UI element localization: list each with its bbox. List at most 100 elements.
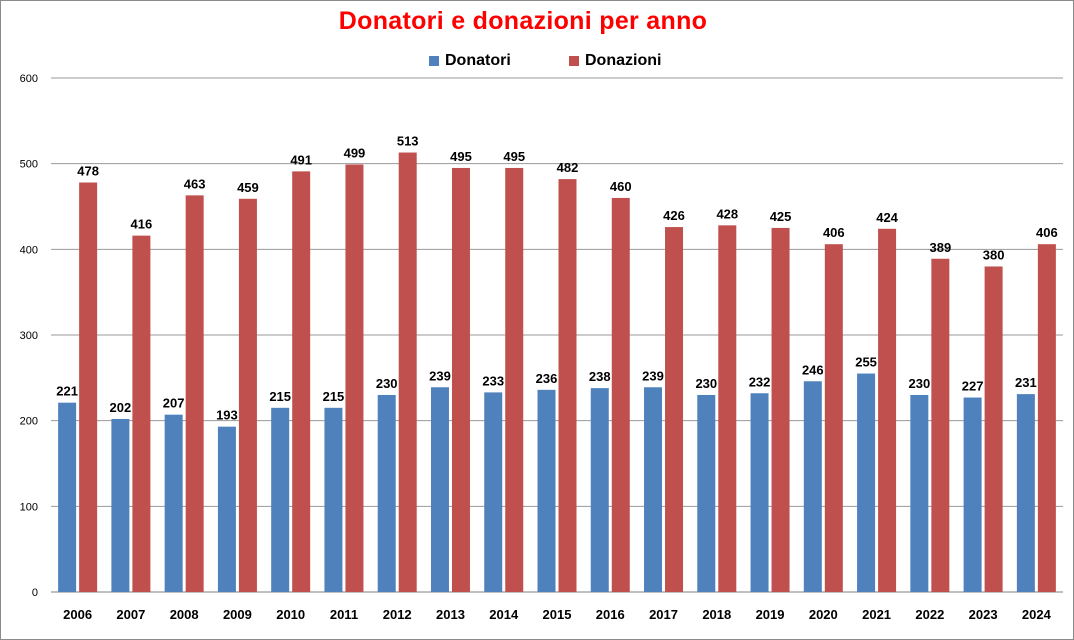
data-label-donazioni-2011: 499	[344, 146, 366, 161]
bar-donatori-2017	[644, 387, 663, 592]
y-tick-label: 400	[20, 244, 38, 256]
bar-donazioni-2013	[451, 167, 470, 592]
bar-donatori-2020	[803, 381, 822, 592]
x-tick-label-2006: 2006	[63, 607, 92, 622]
x-tick-label-2022: 2022	[915, 607, 944, 622]
chart-title: Donatori e donazioni per anno	[338, 7, 708, 35]
bar-donatori-2024	[1016, 394, 1035, 592]
data-label-donazioni-2013: 495	[450, 149, 472, 164]
x-tick-label-2023: 2023	[969, 607, 998, 622]
data-label-donazioni-2020: 406	[823, 225, 845, 240]
bar-donazioni-2006	[79, 182, 98, 592]
x-tick-label-2012: 2012	[383, 607, 412, 622]
data-label-donatori-2006: 221	[56, 384, 78, 399]
bar-donazioni-2020	[824, 244, 843, 592]
bar-donazioni-2023	[984, 266, 1003, 592]
x-tick-label-2008: 2008	[170, 607, 199, 622]
bar-donatori-2018	[697, 394, 716, 592]
data-label-donazioni-2012: 513	[397, 134, 419, 149]
x-tick-label-2014: 2014	[489, 607, 519, 622]
data-label-donatori-2014: 233	[482, 373, 504, 388]
data-label-donazioni-2017: 426	[663, 208, 685, 223]
bar-donatori-2014	[484, 392, 503, 592]
data-label-donatori-2007: 202	[110, 400, 132, 415]
bar-donazioni-2011	[345, 164, 364, 593]
bar-donatori-2019	[750, 393, 769, 592]
bar-donatori-2016	[590, 388, 609, 592]
data-label-donatori-2024: 231	[1015, 375, 1037, 390]
x-tick-label-2011: 2011	[330, 607, 358, 622]
data-label-donazioni-2009: 459	[237, 180, 259, 195]
x-tick-label-2017: 2017	[649, 607, 678, 622]
bar-donazioni-2016	[611, 197, 630, 592]
bar-donazioni-2024	[1037, 244, 1056, 592]
x-tick-label-2009: 2009	[223, 607, 252, 622]
bar-donatori-2022	[910, 394, 929, 592]
data-label-donatori-2008: 207	[163, 396, 185, 411]
y-tick-label: 200	[20, 416, 38, 428]
x-tick-label-2010: 2010	[276, 607, 305, 622]
bar-donazioni-2022	[931, 258, 950, 592]
data-label-donatori-2018: 230	[695, 376, 717, 391]
legend-swatch-donatori	[429, 56, 439, 66]
bar-donazioni-2012	[398, 152, 417, 592]
bar-donatori-2009	[217, 426, 236, 592]
legend-item-donazioni: Donazioni	[569, 52, 661, 70]
data-label-donatori-2023: 227	[962, 379, 984, 394]
bar-donatori-2013	[430, 387, 449, 592]
data-label-donazioni-2007: 416	[131, 217, 153, 232]
data-label-donazioni-2021: 424	[876, 210, 898, 225]
data-label-donazioni-2023: 380	[983, 247, 1005, 262]
y-tick-label: 600	[20, 73, 38, 85]
data-label-donatori-2016: 238	[589, 369, 611, 384]
data-label-donazioni-2022: 389	[929, 240, 951, 255]
x-tick-label-2024: 2024	[1022, 607, 1052, 622]
bar-donazioni-2017	[665, 227, 684, 592]
data-label-donazioni-2024: 406	[1036, 225, 1058, 240]
x-tick-label-2016: 2016	[596, 607, 625, 622]
y-tick-label: 300	[20, 330, 38, 342]
data-label-donatori-2013: 239	[429, 368, 451, 383]
bar-donatori-2021	[857, 373, 876, 592]
x-tick-label-2018: 2018	[702, 607, 731, 622]
x-tick-label-2015: 2015	[543, 607, 572, 622]
data-label-donazioni-2019: 425	[770, 209, 792, 224]
legend-label-donatori: Donatori	[445, 52, 511, 69]
data-label-donatori-2021: 255	[855, 355, 877, 370]
bar-donazioni-2021	[878, 228, 897, 593]
bar-donazioni-2010	[292, 171, 311, 593]
x-tick-label-2019: 2019	[756, 607, 785, 622]
bar-donatori-2008	[164, 414, 183, 592]
data-label-donatori-2009: 193	[216, 408, 238, 423]
bar-donazioni-2019	[771, 227, 790, 592]
x-tick-label-2021: 2021	[862, 607, 891, 622]
data-label-donazioni-2006: 478	[77, 164, 99, 179]
bar-donatori-2006	[58, 402, 77, 592]
data-label-donatori-2015: 236	[536, 371, 558, 386]
legend-label-donazioni: Donazioni	[585, 52, 662, 69]
data-label-donazioni-2008: 463	[184, 176, 206, 191]
data-label-donazioni-2010: 491	[290, 152, 312, 167]
bar-donatori-2023	[963, 397, 982, 592]
x-tick-label-2013: 2013	[436, 607, 465, 622]
data-label-donatori-2012: 230	[376, 376, 398, 391]
bar-donazioni-2009	[238, 198, 257, 593]
data-label-donatori-2020: 246	[802, 362, 824, 377]
data-label-donazioni-2016: 460	[610, 179, 632, 194]
bar-donatori-2012	[377, 394, 396, 592]
legend-swatch-donazioni	[569, 56, 579, 66]
bar-donatori-2007	[111, 418, 130, 592]
data-label-donatori-2017: 239	[642, 368, 664, 383]
data-label-donazioni-2014: 495	[503, 149, 525, 164]
legend-item-donatori: Donatori	[429, 52, 511, 70]
x-tick-label-2007: 2007	[116, 607, 145, 622]
x-tick-label-2020: 2020	[809, 607, 838, 622]
data-label-donatori-2019: 232	[749, 374, 771, 389]
bar-donazioni-2007	[132, 235, 151, 593]
y-tick-label: 500	[20, 159, 38, 171]
data-label-donazioni-2018: 428	[716, 206, 738, 221]
y-tick-label: 0	[32, 587, 38, 599]
bar-donatori-2010	[271, 407, 290, 592]
